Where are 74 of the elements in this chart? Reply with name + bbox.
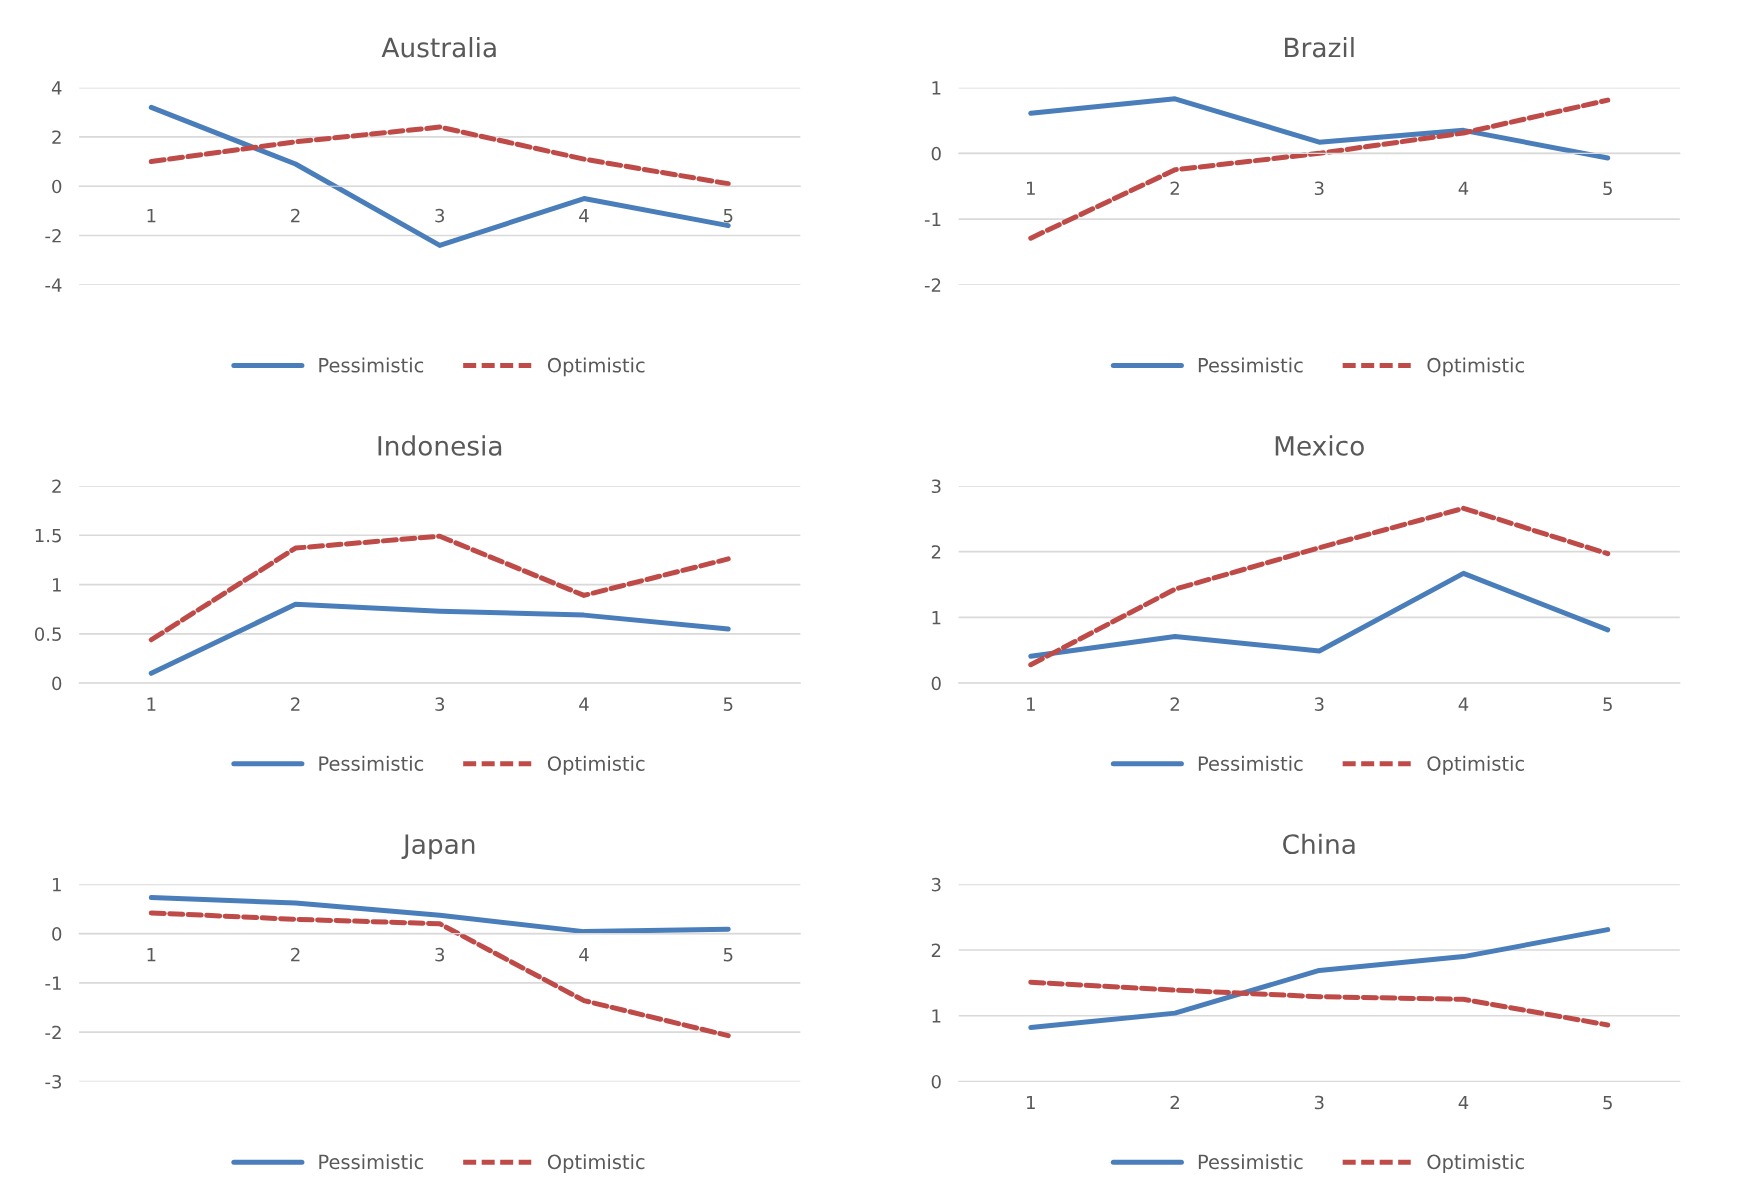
legend-label: Optimistic <box>547 357 645 377</box>
x-tick-label: 3 <box>1314 697 1324 712</box>
x-tick-label: 5 <box>1603 697 1612 712</box>
y-tick-label: 1.5 <box>35 528 61 543</box>
x-tick-label: 2 <box>1170 181 1179 195</box>
chart-title: Australia <box>381 37 496 58</box>
legend-label: Pessimistic <box>319 357 424 373</box>
legend-label: Pessimistic <box>319 755 424 771</box>
y-tick-label: 2 <box>931 545 941 559</box>
x-tick-label: 1 <box>1027 181 1035 195</box>
y-tick-label: -1 <box>924 212 941 226</box>
y-tick-label: -2 <box>45 228 61 243</box>
y-tick-label: 2 <box>52 479 61 493</box>
legend-label: Optimistic <box>547 1154 645 1173</box>
x-tick-label: 2 <box>1170 1095 1179 1110</box>
y-tick-label: 0 <box>52 676 62 691</box>
y-tick-label: 2 <box>52 130 61 144</box>
y-tick-label: 0.5 <box>34 627 61 641</box>
y-tick-label: 0 <box>931 146 941 161</box>
y-tick-label: -2 <box>924 278 941 292</box>
y-tick-label: 1 <box>932 611 941 625</box>
x-tick-label: 1 <box>1027 1095 1035 1110</box>
x-tick-label: 3 <box>435 947 445 962</box>
legend-label: Optimistic <box>1427 357 1524 377</box>
x-tick-label: 4 <box>1458 181 1469 195</box>
x-tick-label: 1 <box>147 209 156 223</box>
y-tick-label: -2 <box>45 1025 61 1040</box>
chart-title: Brazil <box>1285 37 1354 58</box>
chart-title: China <box>1283 833 1355 855</box>
x-tick-label: 3 <box>1314 1095 1324 1110</box>
x-tick-label: 5 <box>723 697 733 712</box>
x-tick-label: 2 <box>291 697 300 711</box>
x-tick-label: 1 <box>147 948 156 962</box>
y-tick-label: -1 <box>45 976 61 990</box>
x-tick-label: 4 <box>579 948 589 962</box>
y-tick-label: 1 <box>52 578 61 592</box>
x-tick-label: 1 <box>1027 697 1035 711</box>
y-tick-label: 1 <box>932 1009 941 1023</box>
y-tick-label: -3 <box>45 1074 62 1089</box>
x-tick-label: 2 <box>291 208 300 223</box>
y-tick-label: 4 <box>51 81 62 95</box>
y-tick-label: 3 <box>931 479 941 494</box>
y-tick-label: 1 <box>932 81 941 95</box>
chart-title: Japan <box>401 834 475 860</box>
y-tick-label: 1 <box>52 878 61 892</box>
y-tick-label: 3 <box>931 877 941 892</box>
chart-title: Indonesia <box>378 435 502 456</box>
y-tick-label: 0 <box>52 927 62 941</box>
legend-label: Optimistic <box>1427 1154 1524 1173</box>
x-tick-label: 3 <box>1314 181 1324 196</box>
x-tick-label: 2 <box>1170 697 1179 711</box>
x-tick-label: 3 <box>435 697 445 712</box>
x-tick-label: 2 <box>291 947 300 962</box>
x-tick-label: 5 <box>723 209 733 223</box>
legend-label: Pessimistic <box>1198 357 1303 373</box>
x-tick-label: 3 <box>435 208 445 223</box>
y-tick-label: -4 <box>45 278 62 292</box>
x-tick-label: 4 <box>579 209 589 223</box>
legend-label: Optimistic <box>1427 755 1524 775</box>
x-tick-label: 5 <box>1603 181 1612 196</box>
legend-label: Pessimistic <box>319 1154 424 1170</box>
legend-label: Pessimistic <box>1198 1154 1303 1170</box>
y-tick-label: 0 <box>931 1074 941 1089</box>
x-tick-label: 4 <box>1458 1095 1469 1110</box>
x-tick-label: 5 <box>723 948 733 962</box>
x-tick-label: 5 <box>1603 1095 1612 1110</box>
x-tick-label: 4 <box>579 697 589 711</box>
x-tick-label: 1 <box>147 697 156 711</box>
x-tick-label: 4 <box>1458 697 1469 711</box>
chart-title: Mexico <box>1275 435 1364 456</box>
y-tick-label: 0 <box>52 179 62 194</box>
legend-label: Optimistic <box>547 755 645 775</box>
y-tick-label: 0 <box>931 676 941 691</box>
legend-label: Pessimistic <box>1198 755 1303 771</box>
